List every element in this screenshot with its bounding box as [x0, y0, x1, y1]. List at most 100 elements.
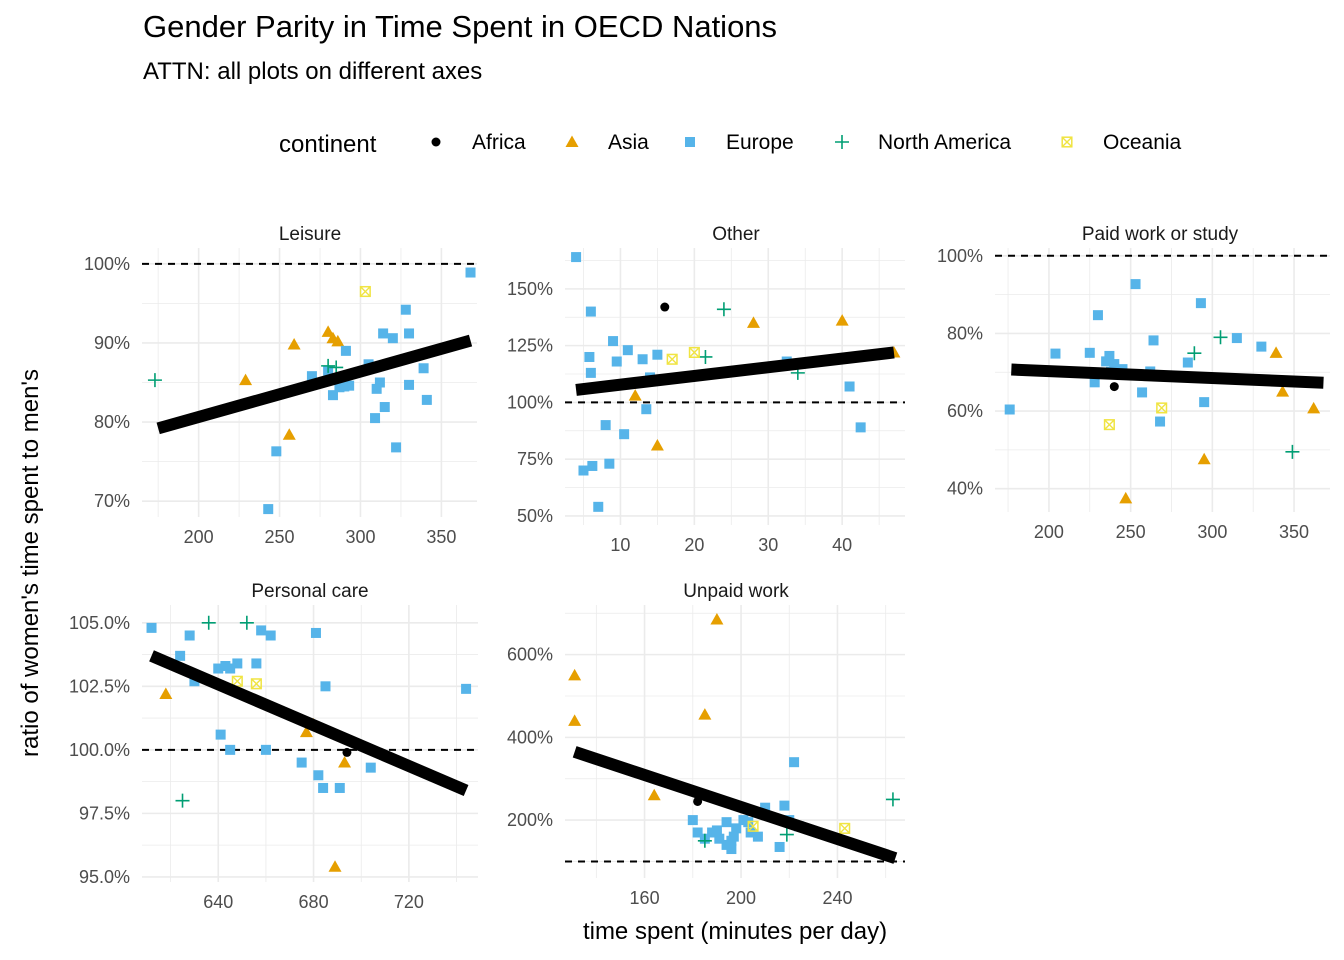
- y-tick-label: 105.0%: [69, 613, 130, 633]
- point-north-america: [716, 302, 731, 317]
- point-asia: [568, 714, 582, 726]
- legend-key-asia: [565, 135, 579, 147]
- point-asia: [1276, 385, 1290, 397]
- y-tick-label: 40%: [947, 479, 983, 499]
- trend-line: [156, 334, 473, 435]
- point-asia: [647, 788, 661, 801]
- facet-paid-work-or-study: Paid work or study 200 250 300 350 40% 60% 80% 1…: [937, 224, 1330, 542]
- point-europe: [370, 413, 381, 424]
- point-north-america: [1213, 330, 1228, 345]
- legend-item-oceania: Oceania: [1061, 131, 1182, 154]
- chart-subtitle: ATTN: all plots on different axes: [143, 58, 483, 85]
- x-tick-label: 350: [426, 527, 456, 547]
- point-europe: [721, 817, 732, 828]
- point-europe: [340, 345, 351, 356]
- point-europe: [1256, 341, 1267, 352]
- point-europe: [714, 833, 725, 844]
- legend-key-africa: [431, 137, 441, 147]
- legend-label: North America: [878, 131, 1011, 154]
- point-europe: [378, 328, 389, 339]
- point-europe: [313, 770, 324, 781]
- legend-key-oceania: [1061, 136, 1073, 148]
- point-north-america: [697, 833, 712, 848]
- point-europe: [641, 404, 652, 415]
- data-points: [147, 267, 476, 515]
- y-tick-label: 97.5%: [79, 803, 130, 823]
- legend-item-africa: Africa: [431, 131, 526, 154]
- data-points: [571, 252, 901, 512]
- legend-label: Africa: [472, 131, 526, 154]
- point-europe: [175, 650, 186, 661]
- point-asia: [1197, 452, 1211, 465]
- legend-label: Asia: [608, 131, 649, 154]
- point-europe: [225, 744, 236, 755]
- x-tick-label: 160: [630, 888, 660, 908]
- point-europe: [232, 658, 243, 669]
- point-europe: [334, 782, 345, 793]
- point-north-america: [779, 827, 794, 842]
- point-europe: [600, 420, 611, 431]
- point-africa: [1109, 382, 1119, 392]
- facet-leisure: Leisure 200 250 300 350 70% 80% 90% 100%: [84, 224, 477, 547]
- point-asia: [321, 325, 335, 337]
- x-tick-label: 30: [758, 535, 778, 555]
- y-tick-label: 90%: [94, 333, 130, 353]
- facet-other: Other 10 20 30 40 50% 75% 100% 125% 150%: [507, 224, 905, 555]
- point-europe: [608, 336, 619, 347]
- point-europe: [1101, 356, 1112, 367]
- point-europe: [1092, 310, 1103, 321]
- point-asia: [282, 428, 296, 440]
- x-tick-label: 680: [299, 892, 329, 912]
- point-africa: [660, 302, 670, 312]
- point-asia: [331, 334, 345, 347]
- point-europe: [1130, 279, 1141, 290]
- x-tick-label: 720: [394, 892, 424, 912]
- point-africa: [342, 747, 352, 757]
- point-europe: [318, 782, 329, 793]
- point-europe: [271, 446, 282, 457]
- point-asia: [159, 687, 173, 699]
- point-europe: [251, 658, 262, 669]
- point-europe: [379, 402, 390, 413]
- point-asia: [328, 860, 342, 872]
- x-tick-label: 640: [203, 892, 233, 912]
- point-north-america: [175, 793, 190, 808]
- x-tick-label: 200: [1034, 522, 1064, 542]
- x-tick-label: 20: [684, 535, 704, 555]
- y-tick-label: 95.0%: [79, 867, 130, 887]
- x-tick-label: 300: [345, 527, 375, 547]
- data-points: [1004, 279, 1321, 504]
- grid: [142, 605, 478, 882]
- point-oceania: [688, 346, 700, 358]
- legend-label: Oceania: [1103, 131, 1182, 154]
- y-axis-label: ratio of women's time spent to men's: [17, 369, 44, 757]
- point-europe: [320, 681, 331, 692]
- point-north-america: [239, 615, 254, 630]
- point-europe: [146, 622, 157, 633]
- point-north-america: [147, 373, 162, 388]
- facet-unpaid-work: Unpaid work 160 200 240 200% 400% 600%: [507, 581, 905, 908]
- y-tick-label: 75%: [517, 449, 553, 469]
- point-europe: [745, 827, 756, 838]
- y-tick-label: 400%: [507, 727, 553, 747]
- x-tick-label: 200: [184, 527, 214, 547]
- y-tick-label: 100%: [937, 246, 983, 266]
- point-europe: [404, 328, 415, 339]
- y-tick-label: 100%: [84, 254, 130, 274]
- point-asia: [1307, 401, 1321, 414]
- point-asia: [835, 314, 849, 326]
- point-europe: [587, 460, 598, 471]
- point-europe: [593, 501, 604, 512]
- point-europe: [752, 831, 763, 842]
- point-europe: [728, 831, 739, 842]
- y-tick-label: 150%: [507, 279, 553, 299]
- point-europe: [1148, 335, 1159, 346]
- point-europe: [1155, 416, 1166, 427]
- legend-key-europe: [685, 137, 695, 147]
- x-axis-label: time spent (minutes per day): [583, 918, 887, 945]
- point-europe: [461, 683, 472, 694]
- point-europe: [692, 827, 703, 838]
- facet-title: Other: [712, 224, 760, 245]
- point-europe: [265, 630, 276, 641]
